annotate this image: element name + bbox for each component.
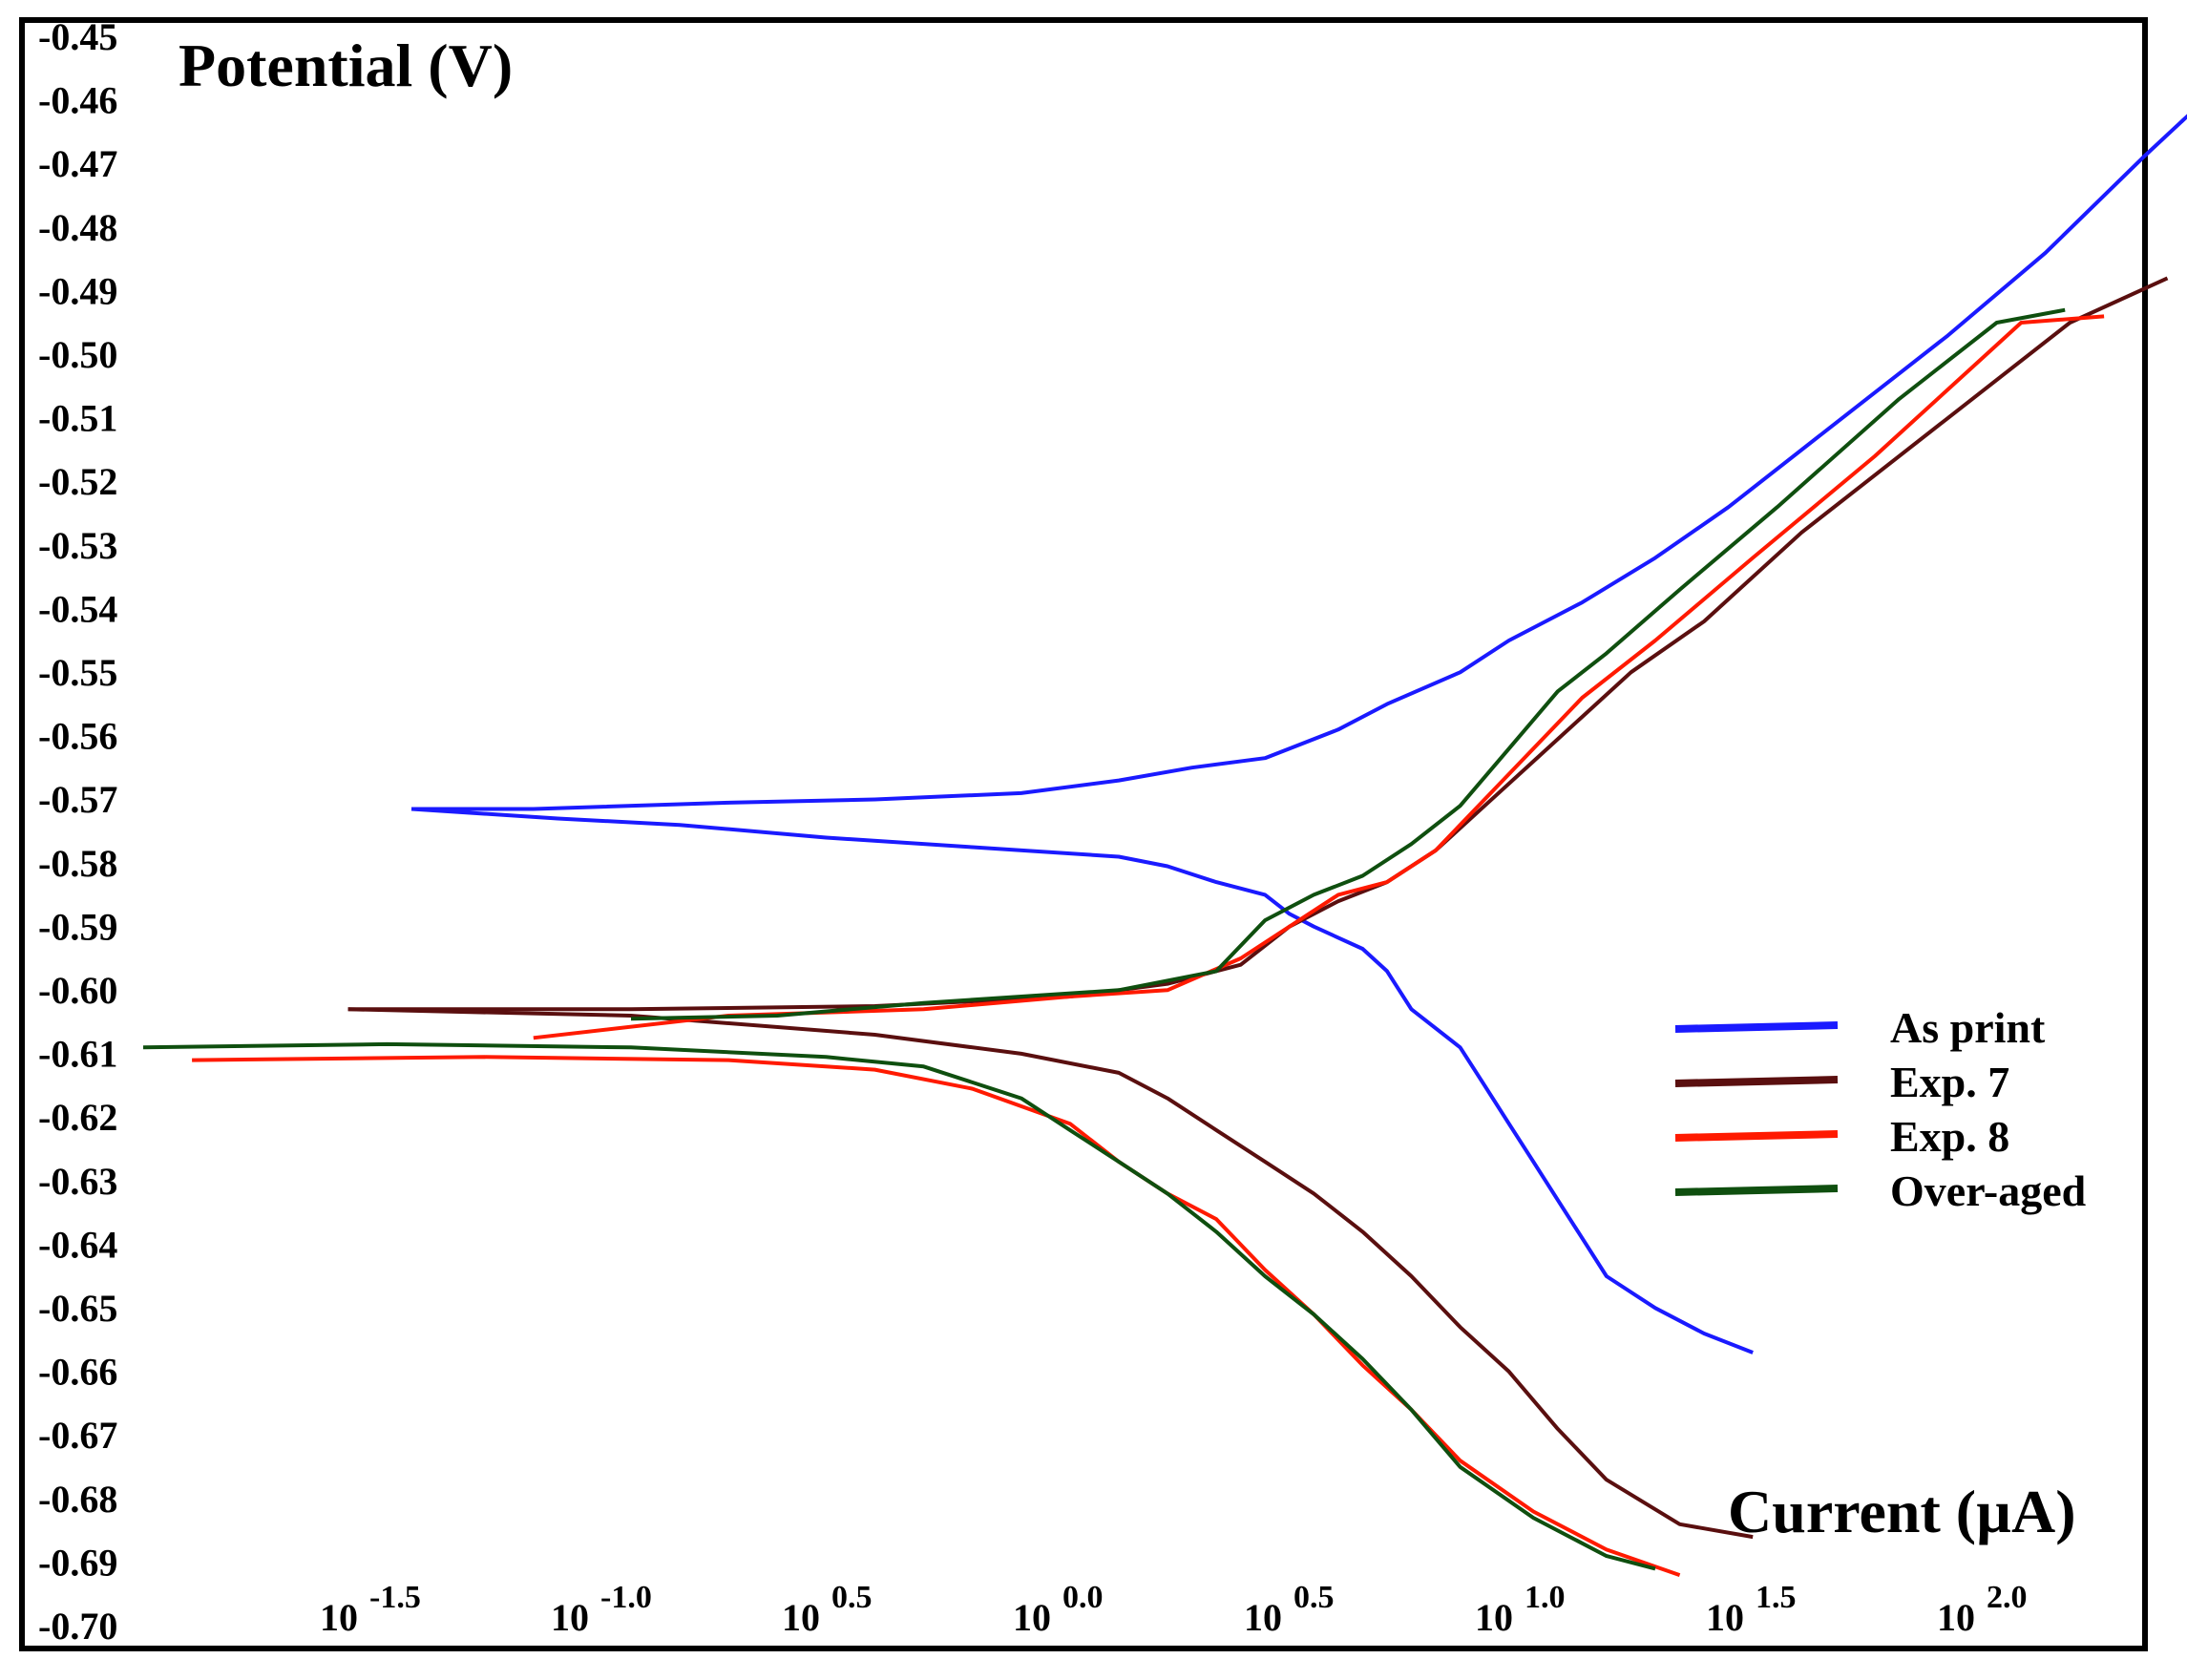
series-line-as-print-anodic (411, 114, 2187, 811)
y-axis-title: Potential (V) (179, 32, 513, 99)
legend-label: Exp. 7 (1890, 1058, 2009, 1106)
y-tick-label: -0.54 (38, 587, 117, 630)
y-tick-label: -0.59 (38, 905, 117, 948)
y-tick-label: -0.60 (38, 969, 117, 1012)
legend: As print Exp. 7 Exp. 8 Over-aged (1674, 1003, 2087, 1215)
y-tick-label: -0.68 (38, 1478, 117, 1521)
y-tick-label: -0.64 (38, 1223, 117, 1266)
y-tick-label: -0.66 (38, 1351, 117, 1394)
y-tick-label: -0.67 (38, 1414, 117, 1457)
legend-swatch (1674, 1021, 1839, 1033)
x-tick-exponent: 0.0 (1062, 1580, 1104, 1615)
series-line-over-aged-cathodic (142, 1041, 1656, 1571)
series-line-as-print-cathodic (410, 807, 1754, 1354)
y-tick-label: -0.70 (38, 1605, 117, 1648)
x-tick-base: 10 (782, 1596, 820, 1639)
series-line-exp-8-anodic (533, 314, 2105, 1040)
x-tick-exponent: -1.0 (600, 1580, 652, 1615)
x-tick-exponent: -1.5 (369, 1580, 421, 1615)
x-tick-exponent: 0.5 (831, 1580, 873, 1615)
x-tick-base: 10 (1937, 1596, 1975, 1639)
legend-swatch (1674, 1076, 1839, 1087)
series-line-exp-7-cathodic (347, 1007, 1754, 1540)
y-tick-label: -0.47 (38, 142, 117, 185)
x-tick-base: 10 (1706, 1596, 1744, 1639)
y-tick-label: -0.65 (38, 1287, 117, 1330)
series-line-exp-8-cathodic (192, 1055, 1681, 1577)
legend-swatch (1674, 1185, 1839, 1196)
y-tick-label: -0.48 (38, 206, 117, 249)
y-tick-label: -0.62 (38, 1096, 117, 1139)
y-tick-label: -0.50 (38, 333, 117, 376)
legend-swatch (1674, 1130, 1839, 1142)
x-tick-exponent: 2.0 (1987, 1580, 2028, 1615)
series-line-exp-7-anodic (347, 276, 2169, 1012)
legend-label: As print (1890, 1003, 2046, 1052)
y-tick-label: -0.55 (38, 651, 117, 694)
x-axis-title: Current (µA) (1728, 1478, 2076, 1545)
x-tick-exponent: 1.5 (1756, 1580, 1797, 1615)
y-tick-label: -0.52 (38, 460, 117, 503)
x-tick-base: 10 (1475, 1596, 1513, 1639)
legend-label: Over-aged (1890, 1166, 2087, 1215)
series-line-over-aged-anodic (630, 307, 2066, 1021)
x-tick-base: 10 (1013, 1596, 1051, 1639)
series-layer (142, 114, 2187, 1577)
y-tick-label: -0.56 (38, 715, 117, 758)
chart-frame (19, 17, 2148, 1651)
y-tick-label: -0.61 (38, 1033, 117, 1076)
x-tick-base: 10 (551, 1596, 589, 1639)
x-tick-exponent: 0.5 (1293, 1580, 1335, 1615)
y-axis-ticks: -0.45 -0.46 -0.47 -0.48 -0.49 -0.50 -0.51 -0.52… (38, 15, 117, 1648)
x-tick-exponent: 1.0 (1525, 1580, 1566, 1615)
y-tick-label: -0.53 (38, 524, 117, 567)
y-tick-label: -0.49 (38, 269, 117, 312)
y-tick-label: -0.63 (38, 1160, 117, 1203)
legend-label: Exp. 8 (1890, 1112, 2009, 1161)
y-tick-label: -0.51 (38, 397, 117, 440)
x-tick-base: 10 (320, 1596, 358, 1639)
y-tick-label: -0.45 (38, 15, 117, 58)
x-axis-ticks: 10 -1.5 10 -1.0 10 0.5 10 0.0 10 0.5 10 1.0 10 1.5 10 2… (320, 1580, 2028, 1639)
y-tick-label: -0.58 (38, 842, 117, 885)
y-tick-label: -0.46 (38, 79, 117, 122)
x-tick-base: 10 (1244, 1596, 1282, 1639)
y-tick-label: -0.57 (38, 778, 117, 821)
y-tick-label: -0.69 (38, 1541, 117, 1584)
